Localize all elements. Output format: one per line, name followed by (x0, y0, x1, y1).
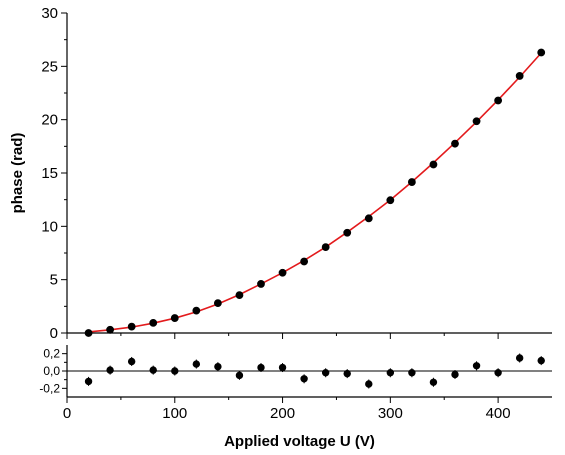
residual-point (84, 377, 93, 386)
residual-point (537, 356, 545, 365)
residual-points-layer (84, 353, 545, 389)
data-point (235, 291, 244, 300)
x-axis-label: Applied voltage U (V) (224, 433, 375, 450)
y-tick-label: 15 (41, 165, 58, 182)
data-points-layer (84, 48, 546, 337)
data-point (429, 160, 438, 169)
y-axis-label: phase (rad) (9, 133, 26, 214)
data-point (192, 306, 201, 315)
x-tick-label: 200 (270, 405, 295, 422)
residual-point (451, 370, 459, 379)
x-tick-label: 100 (162, 405, 187, 422)
x-tick-label: 0 (63, 405, 71, 422)
residual-point (429, 378, 438, 386)
data-point (407, 178, 416, 186)
fit-curve-layer (88, 52, 542, 333)
data-point (106, 325, 115, 334)
residual-point (343, 369, 351, 378)
residual-point (472, 362, 481, 370)
data-point (386, 196, 395, 205)
residual-point (408, 369, 416, 377)
y-tick-label: 30 (41, 5, 58, 22)
data-point (364, 214, 373, 223)
residual-point (171, 367, 179, 375)
main-axes: 0 5 10 15 20 25 30 (41, 5, 552, 342)
y-tick-label: 0 (50, 325, 58, 342)
residual-point (494, 369, 502, 377)
x-tick-label: 300 (378, 405, 403, 422)
data-point (170, 314, 179, 322)
data-point (321, 243, 330, 252)
data-point (300, 257, 309, 266)
y-tick-label: 5 (50, 272, 58, 289)
residual-point (321, 369, 330, 377)
residual-y-tick-label: 0,2 (43, 347, 60, 361)
residual-point (365, 380, 373, 388)
residual-point (515, 354, 524, 362)
data-point (537, 48, 546, 57)
residual-point (192, 360, 201, 368)
residual-point (214, 362, 222, 371)
y-tick-label: 10 (41, 218, 58, 235)
y-tick-label: 20 (41, 112, 58, 129)
residual-point (149, 366, 157, 374)
fit-curve (88, 52, 542, 333)
data-point (451, 139, 459, 148)
data-point (257, 280, 265, 288)
data-point (515, 72, 524, 80)
residual-point (106, 366, 114, 374)
data-point (472, 117, 481, 126)
residual-axes: -0,2 0,0 0,2 0 100 200 300 400 (39, 345, 552, 422)
residual-y-tick-label: -0,2 (39, 381, 60, 395)
residual-point (386, 369, 395, 377)
data-point (343, 228, 352, 237)
y-tick-label: 25 (41, 58, 58, 75)
data-point (127, 322, 136, 331)
data-point (149, 318, 158, 327)
data-point (213, 299, 222, 308)
main-panel: 0 5 10 15 20 25 30 phase (rad) (9, 5, 552, 342)
data-point (494, 96, 503, 105)
residual-point (257, 363, 265, 372)
residual-panel: -0,2 0,0 0,2 0 100 200 300 400 Applied voltage … (39, 345, 552, 450)
residual-point (278, 363, 287, 372)
residual-y-tick-label: 0,0 (43, 364, 60, 378)
data-point (278, 268, 287, 277)
residual-point (300, 375, 308, 383)
residual-point (235, 371, 244, 380)
residual-point (127, 357, 136, 366)
x-tick-label: 400 (486, 405, 511, 422)
